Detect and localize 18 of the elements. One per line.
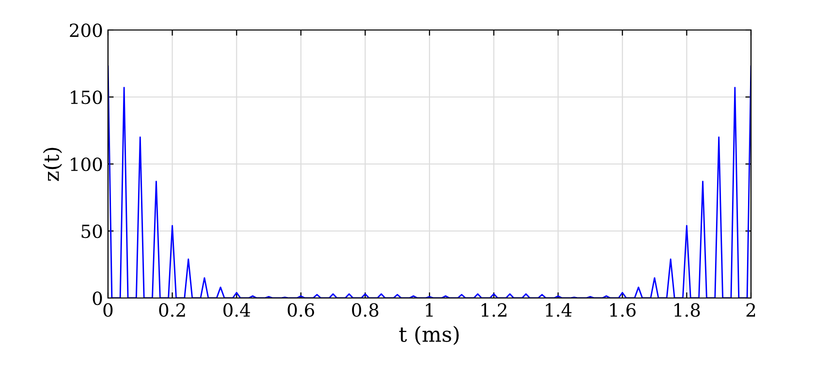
y-tick-label: 100 — [70, 157, 102, 172]
x-tick-label: 0.8 — [352, 303, 378, 317]
x-tick-label: 0.4 — [223, 303, 250, 317]
x-tick-label: 0 — [103, 303, 113, 317]
x-tick-label: 1.6 — [610, 303, 636, 317]
x-tick-label: 1 — [426, 303, 433, 317]
y-tick-label: 150 — [70, 90, 102, 104]
y-axis-title: z(t) — [42, 148, 62, 181]
x-tick-label: 2 — [746, 303, 755, 317]
y-tick-label: 50 — [82, 224, 102, 238]
x-tick-label: 0.2 — [159, 303, 185, 317]
x-tick-label: 1.4 — [546, 303, 572, 317]
y-tick-label: 0 — [92, 291, 102, 306]
y-tick-label: 200 — [70, 23, 102, 38]
x-tick-label: 0.6 — [288, 303, 314, 317]
x-tick-label: 1.2 — [482, 303, 506, 317]
x-tick-label: 1.8 — [674, 303, 700, 317]
x-axis-title: t (ms) — [399, 326, 459, 345]
